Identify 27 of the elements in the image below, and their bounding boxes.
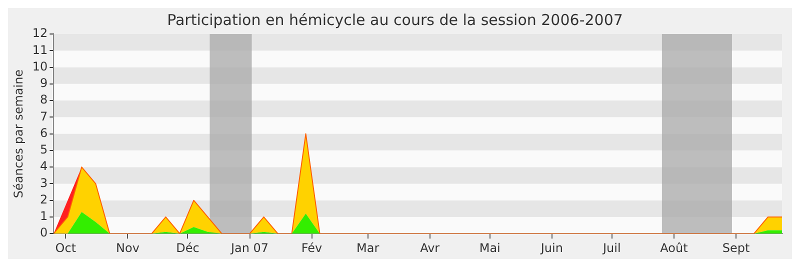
y-tick-label: 1 xyxy=(40,209,48,224)
x-tick-label: Déc xyxy=(176,240,200,255)
x-tick-label: Jan 07 xyxy=(230,240,269,255)
x-tick-label: Mar xyxy=(356,240,380,255)
x-tick-label: Juin xyxy=(540,240,563,255)
y-tick-label: 6 xyxy=(40,126,48,140)
x-tick-label: Août xyxy=(660,240,688,255)
y-tick-label: 12 xyxy=(32,26,48,40)
x-tick-label: Nov xyxy=(116,240,140,255)
x-tick-label: Fév xyxy=(301,240,322,255)
x-tick-label: Oct xyxy=(55,240,76,255)
y-tick-label: 11 xyxy=(32,42,48,57)
chart-title: Participation en hémicycle au cours de la session 2006-2007 xyxy=(167,10,623,29)
x-tick-label: Sept xyxy=(722,240,750,255)
y-tick-label: 4 xyxy=(40,159,48,174)
x-tick-label: Avr xyxy=(420,240,440,255)
x-tick-label: Mai xyxy=(479,240,500,255)
y-tick-label: 7 xyxy=(40,109,48,124)
y-tick-label: 9 xyxy=(40,76,48,90)
y-tick-label: 0 xyxy=(40,226,48,240)
y-tick-label: 5 xyxy=(40,142,48,157)
y-axis-title: Séances par semaine xyxy=(11,69,26,198)
y-tick-label: 3 xyxy=(40,176,48,190)
y-tick-label: 2 xyxy=(40,192,48,206)
y-tick-label: 8 xyxy=(40,92,48,107)
y-tick-label: 10 xyxy=(32,59,48,74)
x-tick-label: Juil xyxy=(602,240,621,255)
